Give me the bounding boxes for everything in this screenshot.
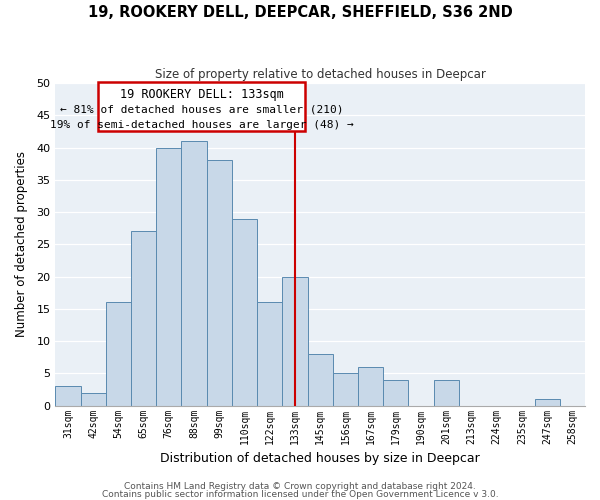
Bar bbox=[383, 380, 409, 406]
Text: ← 81% of detached houses are smaller (210): ← 81% of detached houses are smaller (21… bbox=[60, 104, 343, 115]
Bar bbox=[535, 399, 560, 406]
Bar bbox=[80, 392, 106, 406]
Bar bbox=[283, 276, 308, 406]
FancyBboxPatch shape bbox=[98, 82, 305, 132]
Text: 19 ROOKERY DELL: 133sqm: 19 ROOKERY DELL: 133sqm bbox=[119, 88, 284, 101]
Text: 19, ROOKERY DELL, DEEPCAR, SHEFFIELD, S36 2ND: 19, ROOKERY DELL, DEEPCAR, SHEFFIELD, S3… bbox=[88, 5, 512, 20]
Text: Contains public sector information licensed under the Open Government Licence v : Contains public sector information licen… bbox=[101, 490, 499, 499]
Bar bbox=[308, 354, 333, 406]
Title: Size of property relative to detached houses in Deepcar: Size of property relative to detached ho… bbox=[155, 68, 485, 80]
Text: 19% of semi-detached houses are larger (48) →: 19% of semi-detached houses are larger (… bbox=[50, 120, 353, 130]
Bar bbox=[181, 141, 206, 406]
Bar bbox=[106, 302, 131, 406]
Y-axis label: Number of detached properties: Number of detached properties bbox=[15, 152, 28, 338]
Bar bbox=[232, 218, 257, 406]
Bar bbox=[156, 148, 181, 406]
Bar bbox=[434, 380, 459, 406]
Bar bbox=[55, 386, 80, 406]
Bar bbox=[257, 302, 283, 406]
Bar bbox=[333, 374, 358, 406]
Bar bbox=[206, 160, 232, 406]
Text: Contains HM Land Registry data © Crown copyright and database right 2024.: Contains HM Land Registry data © Crown c… bbox=[124, 482, 476, 491]
X-axis label: Distribution of detached houses by size in Deepcar: Distribution of detached houses by size … bbox=[160, 452, 480, 465]
Bar bbox=[358, 367, 383, 406]
Bar bbox=[131, 232, 156, 406]
